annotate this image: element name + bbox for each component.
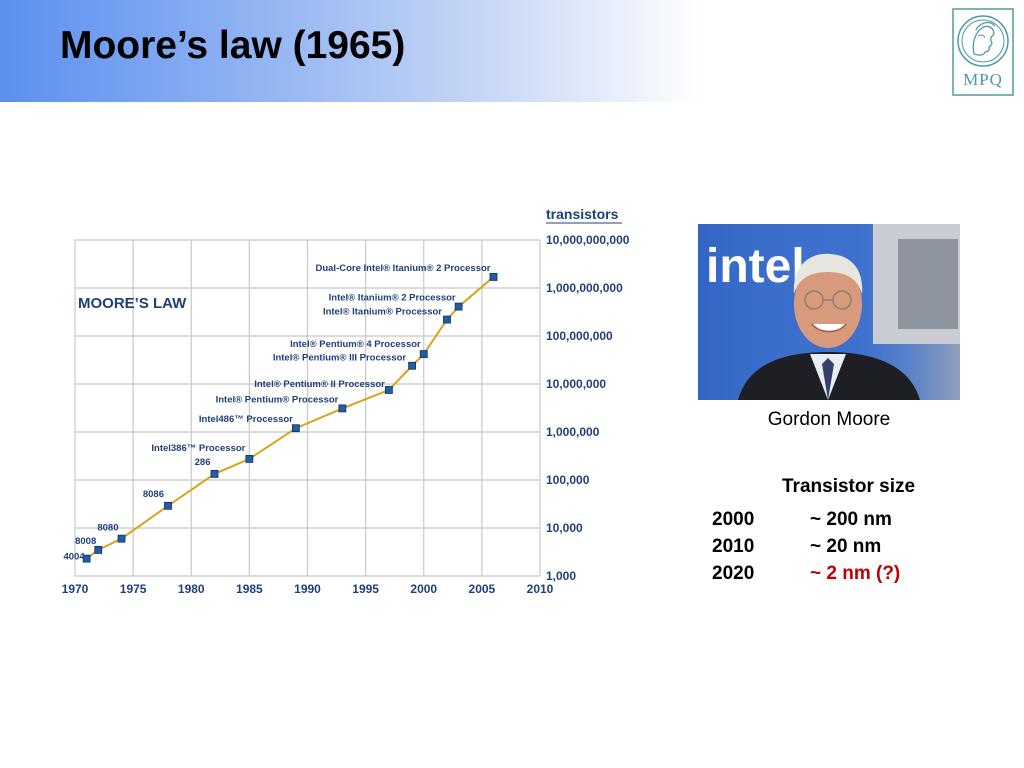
data-point-marker: [82, 554, 91, 563]
y-tick-label: 10,000,000: [546, 377, 606, 391]
series-line: [86, 276, 495, 560]
x-tick-label: 2010: [527, 582, 554, 596]
data-point-marker: [94, 545, 103, 554]
data-point-marker: [117, 534, 126, 543]
row-value: ~ 2 nm (?): [810, 563, 901, 584]
data-point-label: Intel® Pentium® Processor: [216, 394, 339, 405]
title-band: [0, 0, 705, 102]
y-tick-label: 10,000,000,000: [546, 233, 630, 247]
x-tick-label: 1985: [236, 582, 263, 596]
minerva-head-icon: [957, 15, 1009, 67]
y-tick-label: 1,000: [546, 569, 576, 583]
chart-line: [86, 276, 495, 560]
data-point-marker: [443, 315, 451, 324]
x-tick-label: 1990: [294, 582, 321, 596]
data-point-marker: [489, 273, 498, 281]
chart-axes: 1970 1975 1980 1985 1990 1995 2000 2005 20101,00…: [62, 206, 630, 596]
data-point-marker: [408, 361, 417, 370]
row-year: 2000: [712, 509, 755, 530]
data-point-label: Intel386™ Processor: [151, 443, 245, 454]
y-tick-label: 1,000,000: [546, 425, 600, 439]
chart-title: MOORE’S LAW: [78, 295, 187, 312]
x-tick-label: 1995: [352, 582, 379, 596]
x-tick-label: 1970: [62, 582, 89, 596]
data-point-label: 8086: [143, 489, 164, 500]
data-point-label: 8080: [97, 523, 118, 534]
data-point-label: Intel486™ Processor: [199, 414, 293, 425]
x-tick-label: 1975: [120, 582, 147, 596]
chart-markers: [82, 273, 498, 563]
y-tick-label: 1,000,000,000: [546, 281, 623, 295]
data-point-label: Intel® Pentium® III Processor: [273, 353, 407, 364]
y-tick-label: 100,000,000: [546, 329, 613, 343]
mpq-logo: MPQ: [952, 8, 1014, 96]
data-point-label: Intel® Itanium® Processor: [323, 307, 442, 318]
x-tick-label: 2000: [410, 582, 437, 596]
y-tick-label: 100,000: [546, 473, 590, 487]
x-tick-label: 1980: [178, 582, 205, 596]
gordon-moore-photo: intel: [698, 224, 960, 400]
data-point-marker: [454, 302, 463, 311]
data-point-marker: [245, 455, 254, 463]
data-point-label: Intel® Pentium® II Processor: [254, 379, 385, 390]
data-point-marker: [164, 501, 172, 510]
data-point-label: 286: [195, 457, 211, 468]
row-value: ~ 20 nm: [810, 536, 882, 557]
row-value: ~ 200 nm: [810, 509, 892, 530]
data-point-label: 4004: [63, 552, 85, 563]
intel-sign: intel: [706, 240, 805, 293]
x-tick-label: 2005: [469, 582, 496, 596]
data-point-marker: [338, 404, 347, 413]
data-point-marker: [210, 469, 219, 478]
y-axis-title: transistors: [546, 206, 619, 222]
slide-title: Moore’s law (1965): [60, 24, 406, 67]
transistor-size-heading: Transistor size: [782, 476, 916, 497]
y-tick-label: 10,000: [546, 521, 583, 535]
data-point-label: 8008: [75, 536, 96, 547]
row-year: 2020: [712, 563, 755, 584]
data-point-label: Intel® Itanium® 2 Processor: [329, 293, 456, 304]
row-year: 2010: [712, 536, 755, 557]
data-point-marker: [419, 350, 428, 358]
logo-text: MPQ: [963, 70, 1003, 89]
data-point-label: Dual-Core Intel® Itanium® 2 Processor: [315, 263, 490, 274]
chart-grid: [74, 239, 541, 577]
data-point-marker: [384, 386, 393, 394]
photo-caption: Gordon Moore: [767, 409, 891, 430]
data-point-marker: [291, 424, 300, 433]
data-point-label: Intel® Pentium® 4 Processor: [290, 339, 421, 350]
